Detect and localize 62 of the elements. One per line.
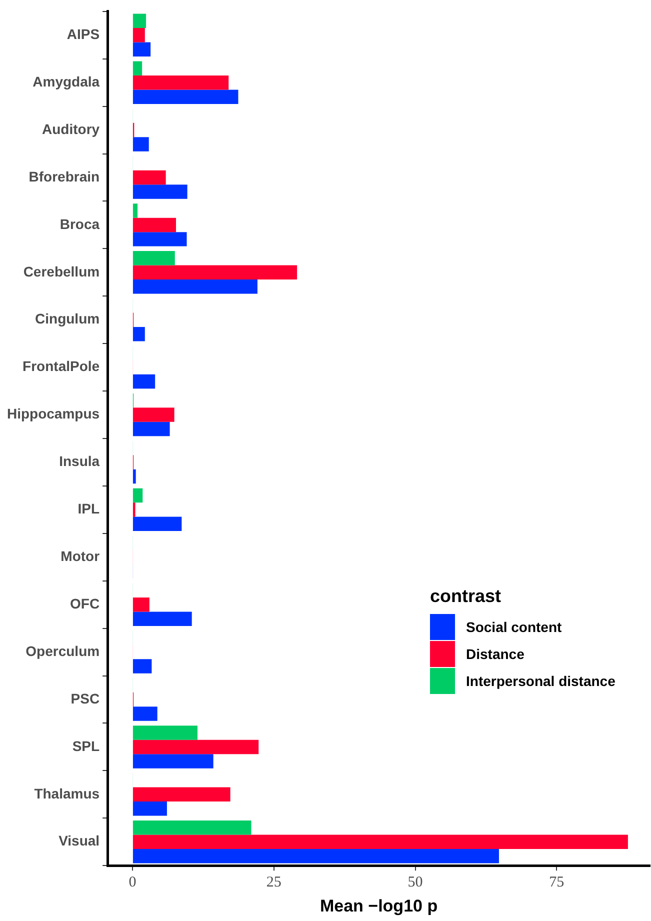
bar (132, 218, 176, 232)
bar (132, 422, 170, 436)
y-tick-label: AIPS (66, 26, 100, 42)
bar (132, 740, 259, 754)
y-tick-label: FrontalPole (22, 358, 100, 374)
bar (132, 204, 138, 218)
x-tick-label: 0 (128, 874, 136, 891)
bar (132, 14, 146, 28)
bar (132, 706, 158, 721)
bar (132, 502, 136, 517)
bar (132, 28, 145, 42)
bar (132, 408, 174, 422)
y-tick-label: IPL (78, 500, 100, 517)
y-tick-label: Broca (60, 216, 100, 232)
bar (132, 232, 187, 246)
y-tick-label: OFC (70, 595, 100, 612)
bar (132, 659, 152, 674)
bar (132, 516, 182, 532)
bar (132, 326, 145, 342)
bar (132, 184, 188, 199)
legend-label: Social content (466, 618, 562, 634)
y-tick-label: Operculum (26, 642, 100, 659)
legend-label: Interpersonal distance (466, 672, 616, 688)
bar (132, 754, 214, 768)
y-tick-label: Auditory (42, 120, 100, 137)
y-tick-label: Thalamus (34, 785, 100, 802)
y-tick-label: Visual (58, 832, 100, 849)
bar (132, 61, 142, 76)
bar (132, 42, 151, 56)
x-tick-label: 50 (408, 874, 423, 891)
bar (132, 374, 156, 389)
bar (132, 834, 628, 849)
x-axis-title: Mean −log10 p (320, 896, 438, 916)
y-tick-label: Amygdala (32, 73, 100, 90)
y-tick-label: Hippocampus (6, 406, 100, 422)
y-tick-label: SPL (72, 738, 100, 754)
bar (132, 787, 230, 802)
y-tick-label: Motor (60, 548, 100, 564)
y-tick-label: Insula (59, 453, 100, 470)
bar (132, 820, 252, 835)
x-tick-label: 75 (549, 874, 564, 891)
x-tick-label: 25 (266, 874, 282, 891)
bar (132, 90, 238, 104)
bar (132, 137, 149, 152)
bar (132, 726, 198, 740)
bar (132, 75, 229, 90)
bar (132, 265, 298, 280)
bar (132, 612, 192, 626)
y-tick-label: Cerebellum (23, 263, 100, 280)
bar (132, 170, 166, 185)
bar (132, 488, 143, 503)
legend-label: Distance (466, 646, 524, 662)
bar (132, 848, 499, 864)
bar (132, 802, 167, 816)
bar (132, 597, 150, 612)
y-tick-label: Cingulum (35, 310, 100, 327)
legend-title: contrast (430, 586, 502, 607)
bar (132, 280, 258, 294)
y-tick-label: Bforebrain (28, 168, 100, 184)
y-tick-label: PSC (70, 690, 100, 706)
bar (132, 251, 175, 266)
bar (132, 469, 136, 484)
